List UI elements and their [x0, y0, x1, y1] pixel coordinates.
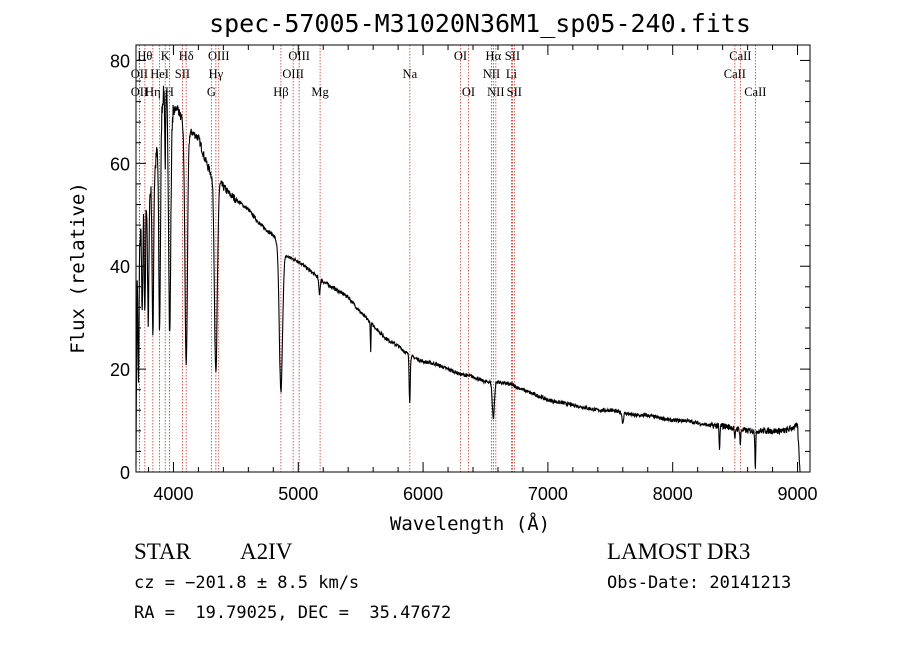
line-label: Hβ [273, 85, 288, 99]
y-tick-label: 80 [110, 51, 130, 71]
y-axis-ticks: 0 20 40 60 80 [110, 51, 810, 483]
observation-date: Obs-Date: 20141213 [607, 573, 792, 593]
line-label: NII [483, 67, 500, 81]
y-axis-label: Flux (relative) [67, 182, 89, 354]
line-label: OIII [288, 49, 310, 63]
y-tick-label: 20 [110, 360, 130, 380]
line-label: Hα [486, 49, 502, 63]
x-axis-label: Wavelength (Å) [390, 512, 550, 535]
survey-name: LAMOST DR3 [607, 539, 751, 564]
x-axis-ticks: 4000 5000 6000 7000 8000 9000 [147, 45, 818, 504]
x-tick-label: 6000 [403, 484, 443, 504]
x-tick-label: 7000 [528, 484, 568, 504]
x-tick-label: 5000 [278, 484, 318, 504]
line-label: OII [131, 67, 148, 81]
line-label: CaII [724, 67, 746, 81]
line-label: Hθ [137, 49, 152, 63]
line-label: Na [403, 67, 418, 81]
line-label: Hγ [209, 67, 224, 81]
line-label: Hη [145, 85, 161, 99]
spectrum-line [135, 85, 801, 473]
y-tick-label: 40 [110, 257, 130, 277]
chart-title: spec-57005-M31020N36M1_sp05-240.fits [209, 9, 751, 38]
plot-frame [135, 44, 811, 473]
line-label: HeI [150, 67, 169, 81]
line-label: Li [506, 67, 518, 81]
line-label: K [161, 49, 170, 63]
y-tick-label: 60 [110, 154, 130, 174]
line-label: SII [507, 85, 522, 99]
x-tick-label: 8000 [653, 484, 693, 504]
line-label: OIII [282, 67, 304, 81]
x-tick-label: 4000 [153, 484, 193, 504]
y-tick-label: 0 [120, 463, 130, 483]
spectral-line-labels: OIIHθOIIHηHeIKHSIIHδGHγOIIIHβOIIIOIIIMgN… [131, 49, 767, 99]
line-label: Mg [311, 85, 329, 99]
object-type: STAR [134, 539, 191, 564]
line-label: OI [462, 85, 475, 99]
line-label: OI [454, 49, 467, 63]
line-label: OIII [208, 49, 230, 63]
spectral-line-markers [138, 45, 756, 472]
line-label: NII [487, 85, 504, 99]
line-label: H [165, 85, 174, 99]
line-label: CaII [729, 49, 751, 63]
line-label: Hδ [179, 49, 194, 63]
subclass: A2IV [240, 539, 293, 564]
x-tick-label: 9000 [777, 484, 817, 504]
coordinates: RA = 19.79025, DEC = 35.47672 [134, 603, 452, 623]
redshift-cz: cz = −201.8 ± 8.5 km/s [134, 573, 360, 593]
line-label: CaII [744, 85, 766, 99]
line-label: SII [505, 49, 520, 63]
line-label: SII [175, 67, 190, 81]
line-label: OII [131, 85, 148, 99]
line-label: G [207, 85, 216, 99]
